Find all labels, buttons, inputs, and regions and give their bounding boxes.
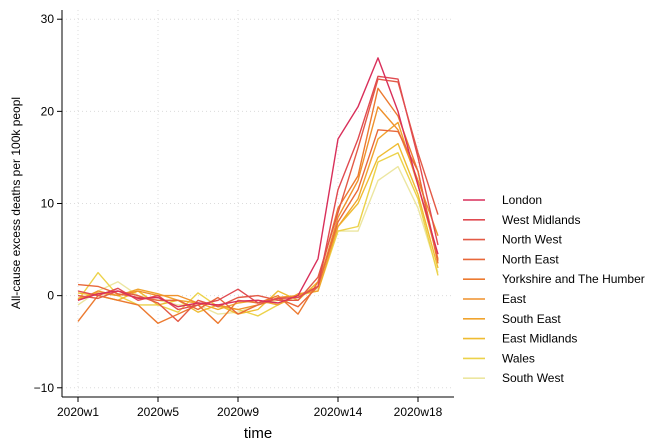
y-tick-label: 30	[41, 12, 55, 26]
legend: London West Midlands North West North East Y…	[463, 193, 645, 385]
series-line	[77, 121, 439, 311]
series-line	[77, 78, 439, 323]
x-axis-title: time	[244, 425, 272, 440]
legend-label: Wales	[502, 351, 535, 365]
legend-item: Wales	[463, 351, 535, 365]
legend-item: South East	[463, 312, 561, 326]
legend-item: North East	[463, 252, 559, 266]
y-tick-label: 10	[41, 197, 55, 211]
legend-item: East	[463, 292, 527, 306]
series-lines	[77, 57, 439, 324]
x-tick-label: 2020w5	[137, 405, 179, 419]
legend-label: East Midlands	[502, 332, 577, 346]
tick-labels: −10 0 10 20 30 2020w1 2020w5 2020w9 2020w14 2020w…	[34, 12, 443, 419]
legend-label: South West	[502, 371, 564, 385]
series-line	[77, 75, 439, 311]
x-tick-label: 2020w9	[217, 405, 259, 419]
legend-item: Yorkshire and The Humber	[463, 272, 645, 286]
y-axis-title: All-cause excess deaths per 100k peopl	[9, 97, 23, 309]
legend-label: London	[502, 193, 542, 207]
legend-label: South East	[502, 312, 561, 326]
legend-item: South West	[463, 371, 564, 385]
series-line	[77, 129, 439, 315]
legend-item: London	[463, 193, 542, 207]
legend-label: West Midlands	[502, 213, 580, 227]
legend-label: North East	[502, 252, 559, 266]
x-tick-label: 2020w1	[57, 405, 99, 419]
x-tick-label: 2020w18	[394, 405, 443, 419]
series-line	[77, 57, 439, 308]
y-tick-label: −10	[34, 381, 55, 395]
legend-label: East	[502, 292, 527, 306]
series-line	[77, 106, 439, 311]
legend-label: Yorkshire and The Humber	[502, 272, 645, 286]
y-tick-label: 0	[47, 289, 54, 303]
legend-item: East Midlands	[463, 332, 577, 346]
series-line	[77, 87, 439, 324]
legend-item: West Midlands	[463, 213, 580, 227]
grid	[62, 10, 454, 397]
legend-item: North West	[463, 233, 562, 247]
x-tick-label: 2020w14	[314, 405, 363, 419]
y-tick-label: 20	[41, 104, 55, 118]
series-line	[77, 142, 439, 315]
legend-label: North West	[502, 233, 562, 247]
